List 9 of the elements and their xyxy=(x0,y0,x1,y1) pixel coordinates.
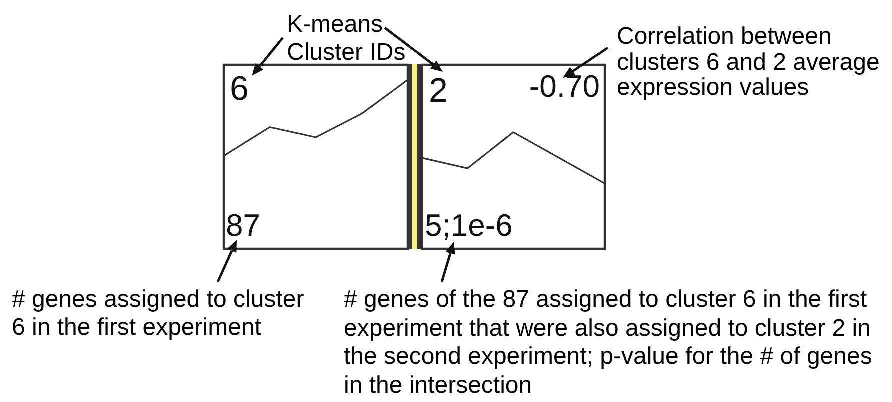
annotation: 5;1e-6 xyxy=(425,208,513,243)
annotation: 6 xyxy=(230,70,249,108)
text: # genes of the 87 assigned to cluster 6 in the first experiment that were also assigned to cluster 2 in the second experiment; p-value for the # of genes in the intersection xyxy=(344,286,874,400)
text: K-means Cluster IDs xyxy=(287,11,407,67)
annotation: 87 xyxy=(226,208,260,243)
text: 2 xyxy=(429,72,448,110)
text: Correlation between clusters 6 and 2 average expression values xyxy=(617,23,881,101)
text: -0.70 xyxy=(529,69,600,104)
text: # genes assigned to cluster 6 in the first experiment xyxy=(12,286,306,342)
